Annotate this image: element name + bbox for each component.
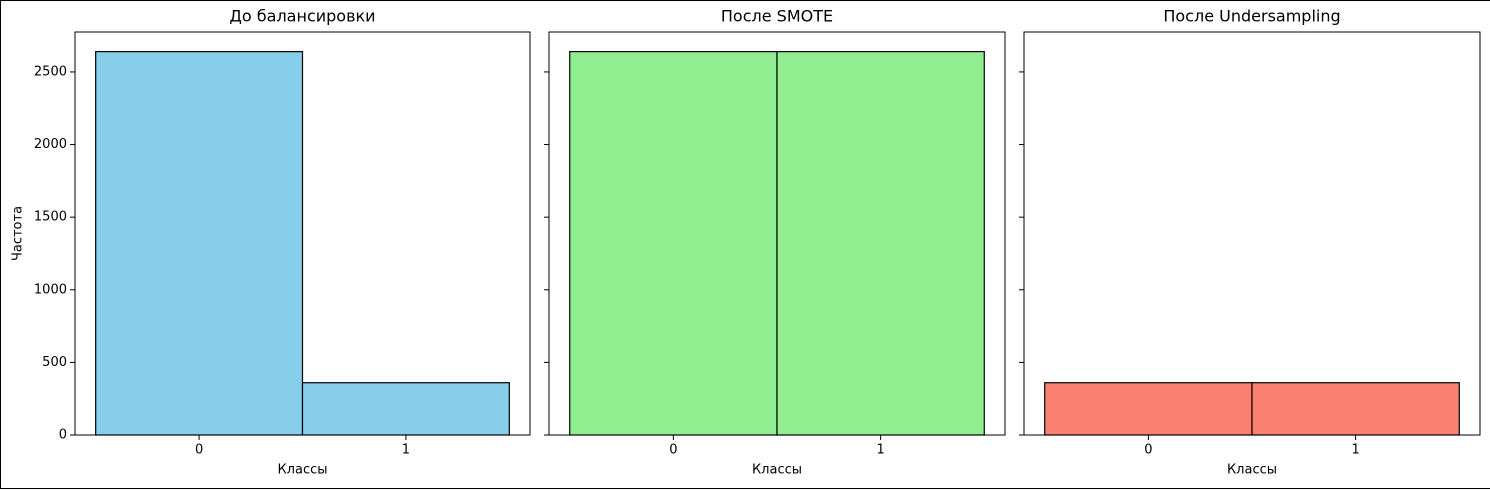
bar <box>1044 382 1253 436</box>
y-tick-label: 1500 <box>34 210 67 225</box>
axes-frame <box>74 31 531 436</box>
bar <box>776 51 985 436</box>
bar <box>1251 382 1460 436</box>
x-axis-label: Классы <box>752 463 802 478</box>
title: После Undersampling <box>1163 7 1340 26</box>
x-tick-label: 1 <box>876 443 884 458</box>
x-tick-label: 0 <box>195 443 203 458</box>
y-tick-label: 0 <box>59 428 67 443</box>
y-tick-label: 2000 <box>34 137 67 152</box>
title: После SMOTE <box>721 7 833 26</box>
axes-frame <box>1023 31 1481 436</box>
x-tick-label: 0 <box>1144 443 1152 458</box>
x-axis-label: Классы <box>277 463 327 478</box>
bar <box>95 51 304 436</box>
axes-frame <box>548 31 1006 436</box>
x-tick-label: 1 <box>402 443 410 458</box>
bar <box>301 382 510 436</box>
y-tick-label: 1000 <box>34 282 67 297</box>
x-axis-label: Классы <box>1227 463 1277 478</box>
title: До балансировки <box>229 7 375 26</box>
y-tick-label: 2500 <box>34 64 67 79</box>
bar <box>569 51 778 436</box>
x-tick-label: 0 <box>669 443 677 458</box>
y-axis-label: Частота <box>11 206 26 261</box>
x-tick-label: 1 <box>1351 443 1359 458</box>
y-tick-label: 500 <box>42 355 67 370</box>
